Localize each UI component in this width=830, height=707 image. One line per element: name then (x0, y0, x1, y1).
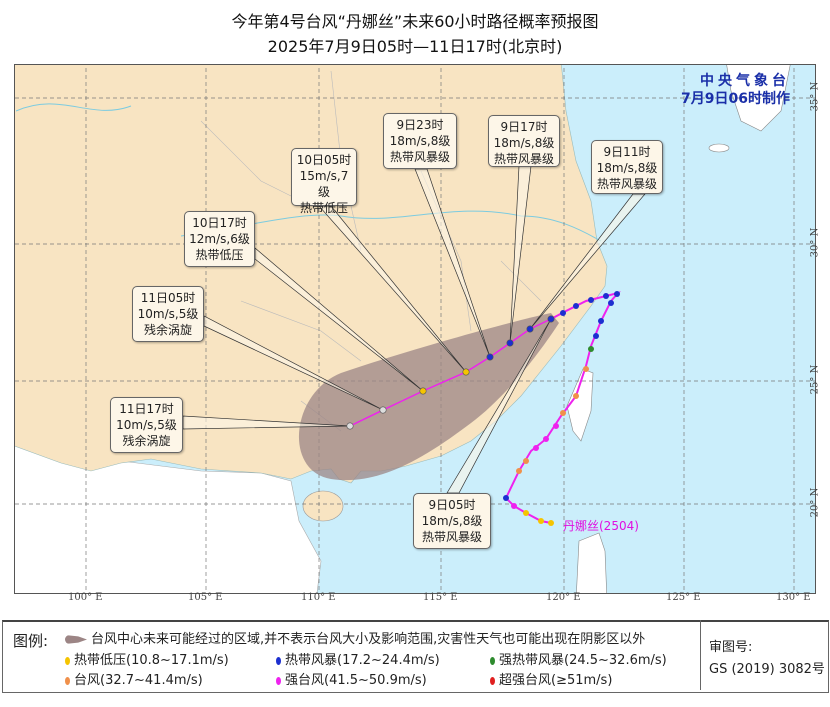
forecast-track-point (526, 325, 534, 333)
storm-name-label: 丹娜丝(2504) (563, 519, 639, 533)
observed-track-point (614, 291, 620, 297)
observed-track-point (553, 423, 559, 429)
observed-track-point (533, 445, 539, 451)
observed-track-point (543, 436, 549, 442)
legend-title: 图例: (13, 632, 49, 650)
observed-track-point (588, 346, 594, 352)
blue-dot-icon (276, 656, 281, 665)
forecast-track-point (379, 406, 387, 414)
rivers (15, 103, 602, 242)
hainan-island (302, 490, 344, 522)
legend-item-supty: 超强台风(≥51m/s) (490, 669, 612, 688)
magenta-dot-icon (276, 676, 281, 685)
legend-item-sty: 强台风(41.5~50.9m/s) (276, 669, 427, 688)
yellow-dot-icon (65, 656, 70, 665)
map-approval: 审图号: GS (2019) 3082号 (700, 620, 828, 690)
observed-track-point (573, 393, 579, 399)
observed-track-point (583, 366, 589, 372)
callout-9d23h[interactable]: 9日23时 18m/s,8级 热带风暴级 (383, 113, 457, 169)
lon-label: 130° E (776, 592, 811, 603)
observed-track-point (503, 495, 509, 501)
lon-label: 110° E (301, 592, 336, 603)
legend: 图例: 台风中心未来可能经过的区域,并不表示台风大小及影响范围,灾害性天气也可能… (2, 620, 829, 693)
observed-track-point (588, 297, 594, 303)
observed-track-point (523, 510, 529, 516)
lon-label: 105° E (188, 592, 223, 603)
lon-label: 125° E (666, 592, 701, 603)
legend-item-ty: 台风(32.7~41.4m/s) (65, 669, 203, 688)
forecast-track-point (486, 353, 494, 361)
issue-time: 7月9日06时制作 (681, 91, 790, 107)
forecast-track (349, 318, 552, 427)
red-dot-icon (490, 676, 495, 685)
approval-number: GS (2019) 3082号 (709, 662, 825, 677)
observed-track-point (560, 310, 566, 316)
callout-11d17h[interactable]: 11日17时 10m/s,5级 残余涡旋 (110, 397, 183, 453)
lon-label: 120° E (546, 592, 581, 603)
agency-stamp: 中央气象台 7月9日06时制作 (660, 72, 790, 108)
forecast-track-point (462, 368, 470, 376)
observed-track-point (573, 303, 579, 309)
observed-track-point (548, 520, 554, 526)
lon-label: 100° E (68, 592, 103, 603)
jeju-island (708, 143, 730, 153)
forecast-track-point (547, 315, 555, 323)
map-title: 今年第4号台风“丹娜丝”未来60小时路径概率预报图 (231, 12, 599, 31)
forecast-track-point (346, 422, 354, 430)
observed-track-point (523, 458, 529, 464)
observed-track-point (538, 518, 544, 524)
luzon-island (576, 532, 607, 593)
observed-track-point (511, 503, 517, 509)
observed-track-point (598, 318, 604, 324)
legend-item-td: 热带低压(10.8~17.1m/s) (65, 649, 229, 668)
forecast-track-point (506, 339, 514, 347)
lat-label: 20° N (809, 487, 821, 518)
cone-icon (65, 635, 87, 644)
observed-track-point (516, 468, 522, 474)
legend-cone: 台风中心未来可能经过的区域,并不表示台风大小及影响范围,灾害性天气也可能出现在阴… (65, 628, 645, 647)
legend-item-ts: 热带风暴(17.2~24.4m/s) (276, 649, 440, 668)
lon-label: 115° E (423, 592, 458, 603)
observed-track-point (593, 333, 599, 339)
approval-label: 审图号: (709, 640, 753, 655)
map-subtitle: 2025年7月9日05时—11日17时(北京时) (267, 37, 563, 56)
observed-track-point (608, 300, 614, 306)
observed-track-point (603, 293, 609, 299)
callout-10d17h[interactable]: 10日17时 12m/s,6级 热带低压 (184, 211, 255, 267)
legend-item-sts: 强热带风暴(24.5~32.6m/s) (490, 649, 667, 668)
callout-10d05h[interactable]: 10日05时 15m/s,7级 热带低压 (291, 148, 357, 215)
green-dot-icon (490, 656, 495, 665)
foreign-land-southwest (15, 434, 322, 593)
callout-11d05h[interactable]: 11日05时 10m/s,5级 残余涡旋 (132, 286, 204, 342)
taiwan-island (566, 368, 594, 442)
agency-name: 中央气象台 (700, 73, 790, 89)
lat-label: 30° N (809, 227, 821, 258)
callout-9d11h[interactable]: 9日11时 18m/s,8级 热带风暴级 (591, 140, 663, 194)
observed-track-point (560, 410, 566, 416)
orange-dot-icon (65, 676, 70, 685)
forecast-track-point (419, 387, 427, 395)
callout-9d05h[interactable]: 9日05时 18m/s,8级 热带风暴级 (413, 493, 491, 549)
lat-label: 35° N (809, 81, 821, 112)
callout-9d17h[interactable]: 9日17时 18m/s,8级 热带风暴级 (488, 115, 560, 167)
lat-label: 25° N (809, 364, 821, 395)
